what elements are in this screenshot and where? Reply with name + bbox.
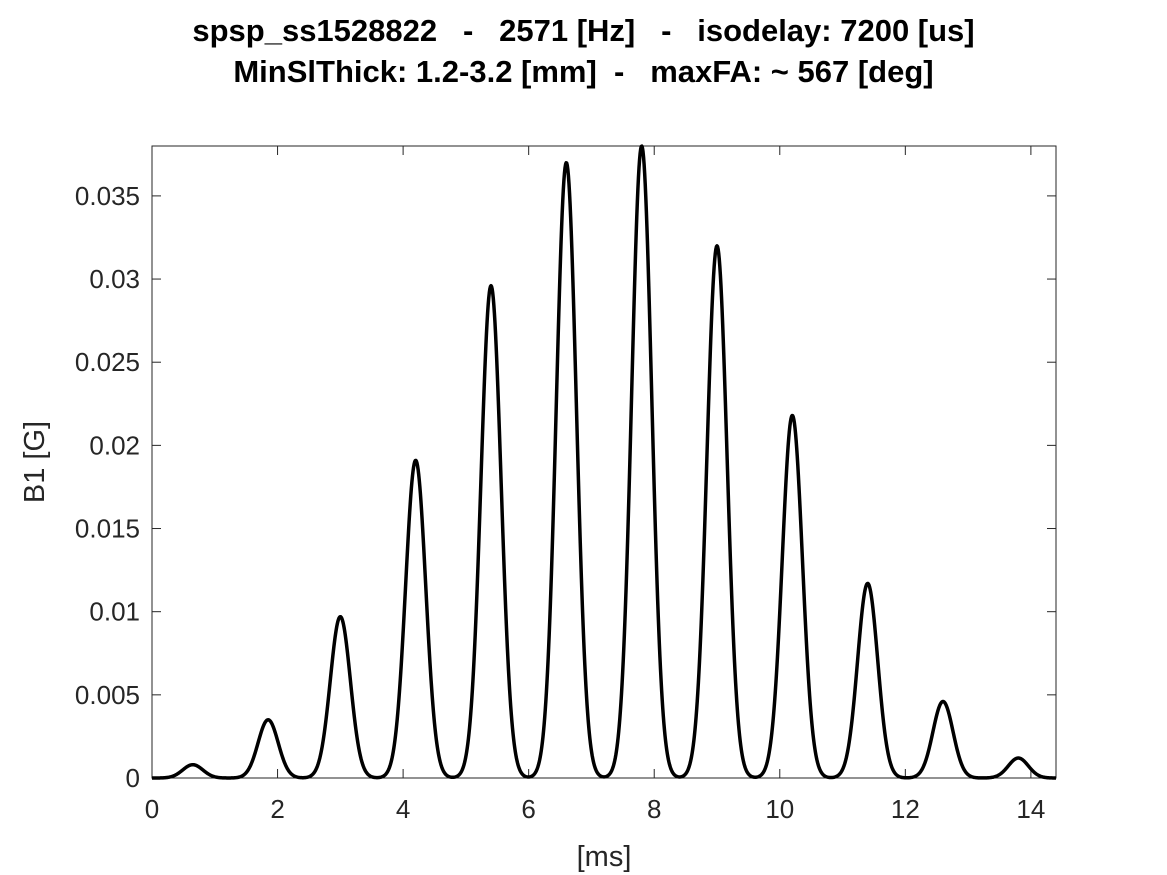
- x-tick-label: 4: [396, 794, 410, 824]
- x-tick-label: 12: [891, 794, 920, 824]
- chart-title-line-2: MinSlThick: 1.2-3.2 [mm] - maxFA: ~ 567 …: [233, 54, 934, 89]
- x-tick-label: 14: [1016, 794, 1045, 824]
- x-tick-label: 0: [145, 794, 159, 824]
- y-tick-label: 0.01: [89, 597, 140, 627]
- y-tick-label: 0: [126, 763, 140, 793]
- y-tick-label: 0.03: [89, 264, 140, 294]
- y-tick-label: 0.005: [75, 680, 140, 710]
- plot-frame: [151, 145, 1057, 779]
- y-tick-label: 0.015: [75, 514, 140, 544]
- plot-box: [151, 145, 1057, 779]
- axis-labels: [ms] B1 [G]: [19, 421, 631, 873]
- chart-title: spsp_ss1528822 - 2571 [Hz] - isodelay: 7…: [0, 10, 1167, 92]
- y-tick-label: 0.02: [89, 430, 140, 460]
- x-axis-label: [ms]: [577, 841, 632, 873]
- x-tick-label: 10: [765, 794, 794, 824]
- chart-title-line-1: spsp_ss1528822 - 2571 [Hz] - isodelay: 7…: [192, 13, 975, 48]
- x-tick-label: 2: [270, 794, 284, 824]
- y-tick-label: 0.025: [75, 347, 140, 377]
- x-tick-label: 8: [647, 794, 661, 824]
- b1-waveform-line: [150, 144, 1058, 780]
- axis-ticks: 0 2 4 6 8 10 12 14 0 0.005 0.01 0.015 0.02 0.025 0.03 0…: [75, 146, 1056, 824]
- series-layer: [150, 144, 1058, 780]
- y-tick-label: 0.035: [75, 181, 140, 211]
- x-tick-label: 6: [521, 794, 535, 824]
- y-axis-label: B1 [G]: [19, 421, 51, 503]
